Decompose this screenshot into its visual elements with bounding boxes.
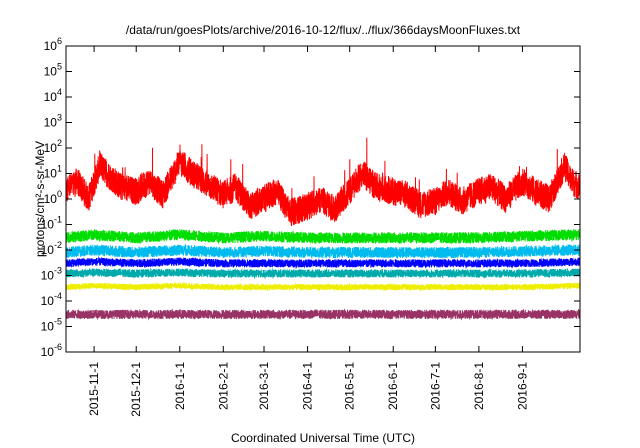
series-line [65,255,581,270]
series-line [65,137,581,227]
y-tick-label: 10-1 [41,215,62,232]
y-tick-label: 102 [44,138,62,155]
plot-traces [65,137,581,321]
y-tick-label: 10-6 [41,342,62,359]
x-tick-label: 2016-1-1 [173,362,187,410]
x-tick-label: 2016-9-1 [515,362,529,410]
x-tick-label: 2016-3-1 [257,362,271,410]
series-line [65,243,581,260]
x-tick-label: 2016-2-1 [216,362,230,410]
x-tick-label: 2016-5-1 [343,362,357,410]
y-tick-label: 101 [44,164,62,181]
y-tick-label: 106 [44,36,62,53]
x-axis-label: Coordinated Universal Time (UTC) [231,431,415,445]
series-line [65,281,581,292]
series-line [65,267,581,280]
x-tick-label: 2016-7-1 [428,362,442,410]
y-tick-label: 10-3 [41,266,62,283]
series-line [65,229,581,245]
y-tick-label: 10-2 [41,240,62,257]
y-tick-label: 10-4 [41,291,62,308]
y-tick-label: 100 [44,189,62,206]
x-tick-label: 2016-6-1 [386,362,400,410]
y-tick-label: 10-5 [41,317,62,334]
x-tick-label: 2016-4-1 [301,362,315,410]
y-tick-label: 103 [44,113,62,130]
y-tick-label: 104 [44,87,62,104]
y-axis-label: protons/cm²-s-sr-MeV [33,141,47,257]
x-tick-label: 2015-12-1 [129,362,143,417]
y-axis: 10-6 10-5 10-4 10-3 10-2 10-1 100 101 102 103 104 1… [41,36,580,359]
series-line [65,308,581,321]
x-tick-label: 2016-8-1 [472,362,486,410]
x-axis: 2015-11-1 2015-12-1 2016-1-1 2016-2-1 2016-3… [87,46,529,417]
x-tick-label: 2015-11-1 [87,362,101,416]
chart-title: /data/run/goesPlots/archive/2016-10-12/f… [126,23,521,37]
y-tick-label: 105 [44,62,62,79]
